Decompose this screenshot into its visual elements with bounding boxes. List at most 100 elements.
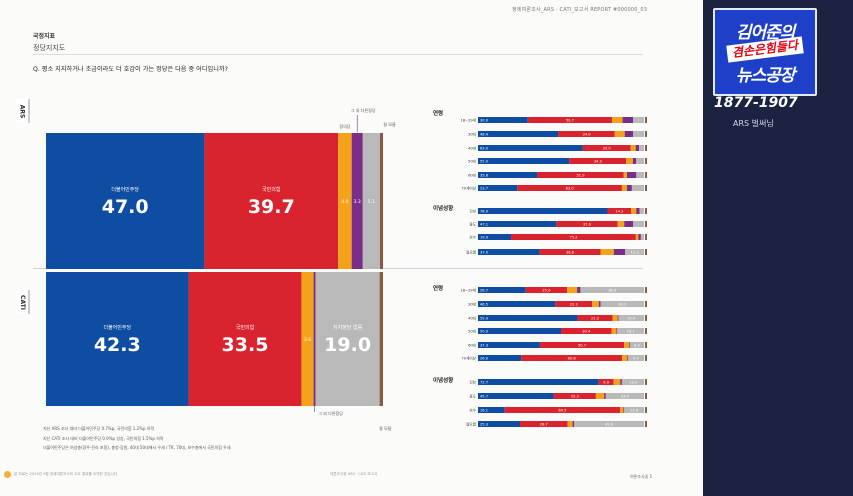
breakdown-bar-segment — [537, 172, 624, 178]
breakdown-dk-marker — [645, 315, 647, 321]
breakdown-value-label: 63.0 — [480, 147, 489, 151]
breakdown-bar-segment — [556, 221, 618, 227]
breakdown-bar-segment — [633, 131, 644, 137]
party-label-small: 정의당 — [339, 123, 350, 129]
section-title: 국정지표 — [33, 33, 56, 40]
breakdown-row-label: 잘모름 — [466, 250, 477, 255]
segment-value-label: 33.5 — [222, 334, 269, 356]
footer-page: 여론조사꽃 1 — [630, 474, 653, 479]
breakdown-value-label: 16.1 — [627, 330, 635, 334]
breakdown-bar-segment — [517, 185, 622, 191]
segment-value-label: 3.3 — [354, 199, 361, 205]
breakdown-bar-segment — [607, 208, 632, 214]
breakdown-bar-segment — [553, 393, 596, 399]
breakdown-dk-marker — [645, 379, 647, 385]
breakdown-bar-segment — [636, 208, 640, 214]
bar-segment — [315, 272, 380, 406]
breakdown-value-label: 37.0 — [480, 251, 489, 255]
page-subtitle: 정당지지도 — [33, 44, 66, 52]
breakdown-value-label: 22.3 — [570, 303, 578, 307]
breakdown-bar-segment — [604, 393, 606, 399]
breakdown-value-label: 26.2 — [618, 303, 626, 307]
breakdown-bar-segment — [478, 379, 599, 385]
breakdown-bar-segment — [478, 287, 526, 293]
breakdown-bar-segment — [519, 421, 568, 427]
breakdown-value-label: 35.8 — [480, 174, 489, 178]
breakdown-bar-segment — [622, 117, 634, 123]
segment-value-label: 4.0 — [341, 199, 348, 205]
breakdown-dk-marker — [645, 407, 647, 413]
breakdown-bar-segment — [478, 158, 570, 164]
breakdown-value-label: 37.3 — [480, 344, 488, 348]
breakdown-bar-segment — [598, 301, 601, 307]
breakdown-bar-segment — [567, 421, 573, 427]
breakdown-bar-segment — [617, 221, 625, 227]
broadcast-logo: 김어준의 겸손은힘들다 뉴스공장 — [713, 8, 817, 96]
bar-segment — [204, 133, 339, 269]
party-label-small: 잘 모름 — [383, 121, 396, 127]
breakdown-value-label: 11.9 — [630, 409, 639, 413]
breakdown-bar-segment — [555, 301, 593, 307]
breakdown-value-label: 23.0 — [621, 395, 630, 399]
breakdown-row-label: 30대 — [468, 302, 476, 307]
breakdown-bar-segment — [478, 342, 540, 348]
breakdown-bar-segment — [478, 221, 557, 227]
breakdown-value-label: 9.7 — [633, 357, 639, 361]
breakdown-group-label: 이념성향 — [433, 376, 453, 384]
breakdown-dk-marker — [645, 131, 647, 137]
breakdown-row-label: 중도 — [469, 395, 476, 399]
breakdown-bar-segment — [631, 185, 644, 191]
breakdown-row-label: 70세이상 — [462, 186, 477, 191]
segment-name-label: 국민의힘 — [236, 324, 254, 331]
breakdown-dk-marker — [645, 342, 647, 348]
breakdown-row-label: 보수 — [469, 408, 476, 413]
breakdown-value-label: 34.3 — [594, 160, 602, 164]
breakdown-bar-segment — [525, 287, 568, 293]
breakdown-bar-segment — [478, 301, 556, 307]
breakdown-value-label: 15.4 — [627, 317, 636, 321]
breakdown-value-label: 16.1 — [480, 409, 488, 413]
breakdown-dk-marker — [645, 249, 647, 255]
breakdown-bar-segment — [620, 407, 624, 413]
title-divider — [33, 54, 643, 55]
segment-name-label: 더불어민주당 — [111, 186, 139, 193]
breakdown-row-label: 60대 — [468, 173, 476, 178]
breakdown-bar-segment — [600, 249, 614, 255]
breakdown-value-label: 60.8 — [568, 357, 577, 361]
segment-name-label: 국민의힘 — [262, 186, 280, 193]
bar-segment — [351, 133, 363, 269]
segment-value-label: 47.0 — [102, 196, 149, 218]
breakdown-value-label: 29.0 — [603, 147, 612, 151]
breakdown-value-label: 25.0 — [542, 289, 551, 293]
breakdown-bar-segment — [539, 249, 601, 255]
breakdown-bar-segment — [595, 393, 605, 399]
party-support-chart: 더불어민주당 47.0 국민의힘 39.7 4.0 3.3 5.1 더불어민주당 42.3 국민의… — [46, 107, 647, 431]
breakdown-bar-segment — [623, 407, 625, 413]
party-label-small: 그 외 다른정당 — [351, 107, 376, 113]
breakdown-value-label: 30.0 — [480, 119, 489, 123]
breakdown-value-label: 50.0 — [480, 330, 489, 334]
breakdown-bar-segment — [478, 355, 522, 361]
breakdown-value-label: 23.7 — [480, 187, 488, 191]
breakdown-row-label: 진보 — [469, 380, 476, 385]
breakdown-bar-segment — [624, 221, 634, 227]
breakdown-bar-segment — [478, 328, 561, 334]
breakdown-value-label: 46.5 — [480, 303, 488, 307]
breakdown-row-label: 18~29세 — [461, 118, 476, 123]
breakdown-row-label: 30대 — [468, 132, 476, 137]
breakdown-bar-segment — [478, 185, 518, 191]
breakdown-value-label: 38.3 — [608, 289, 616, 293]
breakdown-bar-segment — [625, 249, 644, 255]
breakdown-bar-segment — [558, 131, 615, 137]
breakdown-bar-segment — [478, 117, 528, 123]
breakdown-bar-segment — [633, 221, 644, 227]
segment-value-label: 3.6 — [304, 337, 311, 343]
breakdown-bar-segment — [638, 234, 641, 240]
breakdown-value-label: 50.7 — [566, 119, 574, 123]
segment-value-label: 19.0 — [324, 334, 371, 356]
breakdown-value-label: 47.1 — [480, 223, 488, 227]
breakdown-bar-segment — [624, 407, 644, 413]
breakdown-dk-marker — [645, 355, 647, 361]
breakdown-bar-segment — [621, 379, 644, 385]
breakdown-bar-segment — [624, 131, 634, 137]
